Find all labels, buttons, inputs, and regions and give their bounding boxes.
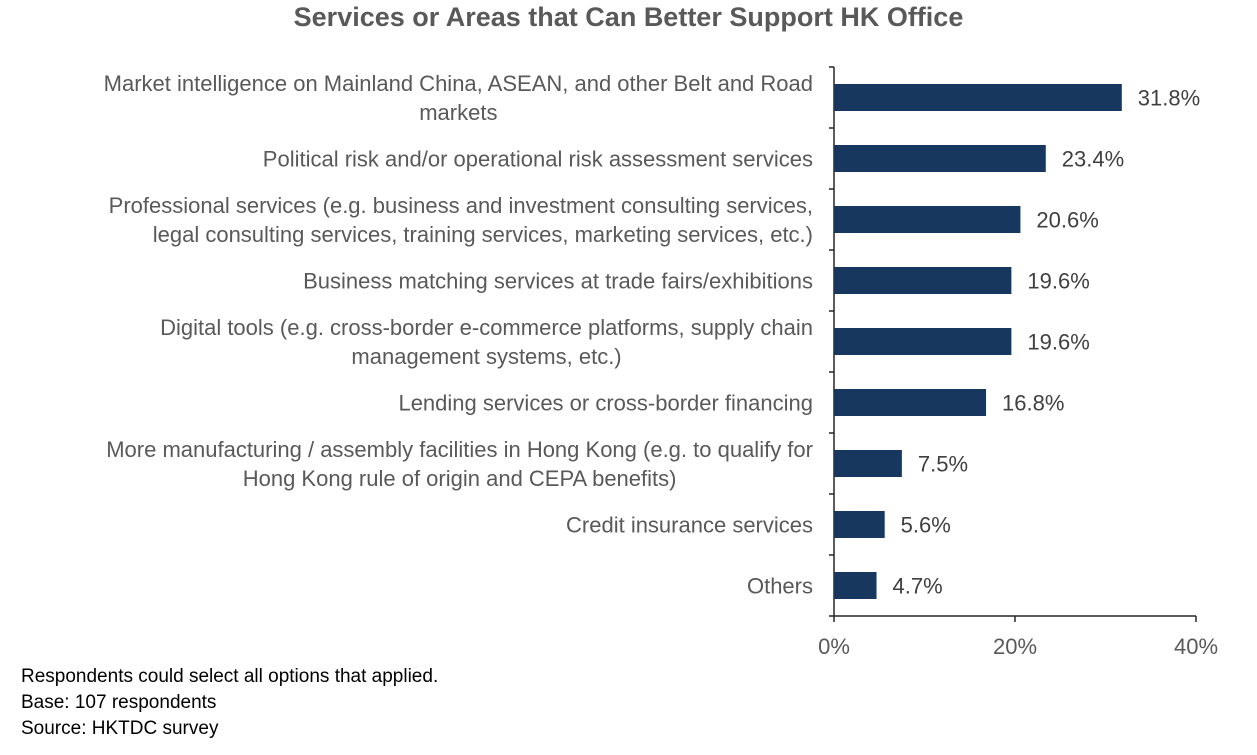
category-label: Others [747, 574, 813, 599]
category-label: legal consulting services, training serv… [153, 222, 813, 247]
x-tick-label: 20% [993, 634, 1037, 659]
bar [834, 206, 1021, 233]
value-labels: 31.8% 23.4% 20.6% 19.6% 19.6% 16.8% 7.5% 5.6% 4.… [893, 86, 1201, 599]
note-base: Base: 107 respondents [21, 692, 217, 713]
bar [834, 511, 885, 538]
category-label: Business matching services at trade fair… [303, 269, 813, 294]
category-label: Digital tools (e.g. cross-border e-comme… [160, 315, 813, 340]
note-respondents: Respondents could select all options tha… [21, 666, 439, 687]
category-label: Credit insurance services [566, 513, 813, 538]
category-label: Professional services (e.g. business and… [109, 193, 813, 218]
bar [834, 389, 987, 416]
data-label: 16.8% [1002, 391, 1064, 416]
data-label: 23.4% [1062, 147, 1124, 172]
category-label: Hong Kong rule of origin and CEPA benefi… [243, 466, 677, 491]
category-label: Political risk and/or operational risk a… [263, 147, 813, 172]
data-label: 7.5% [918, 452, 968, 477]
chart-title: Services or Areas that Can Better Suppor… [293, 2, 964, 32]
data-label: 19.6% [1027, 330, 1089, 355]
x-axis-ticks: 0% 20% 40% [818, 616, 1218, 659]
bar [834, 328, 1012, 355]
data-label: 4.7% [893, 574, 943, 599]
category-label: Market intelligence on Mainland China, A… [104, 71, 813, 96]
note-source: Source: HKTDC survey [21, 718, 219, 739]
x-tick-label: 40% [1174, 634, 1218, 659]
bar [834, 145, 1046, 172]
category-label: More manufacturing / assembly facilities… [106, 437, 813, 462]
data-label: 5.6% [901, 513, 951, 538]
x-tick-label: 0% [818, 634, 850, 659]
chart-notes: Respondents could select all options tha… [21, 664, 438, 742]
data-label: 20.6% [1036, 208, 1098, 233]
category-label: Lending services or cross-border financi… [398, 391, 813, 416]
bar [834, 267, 1012, 294]
data-label: 19.6% [1027, 269, 1089, 294]
bar [834, 84, 1122, 111]
bar-chart: Market intelligence on Mainland China, A… [104, 66, 1218, 659]
bar [834, 450, 902, 477]
data-label: 31.8% [1138, 86, 1200, 111]
category-label: markets [419, 100, 497, 125]
category-label: management systems, etc.) [351, 344, 621, 369]
category-labels: Market intelligence on Mainland China, A… [104, 71, 813, 599]
bar [834, 572, 877, 599]
chart-bars [834, 84, 1122, 599]
